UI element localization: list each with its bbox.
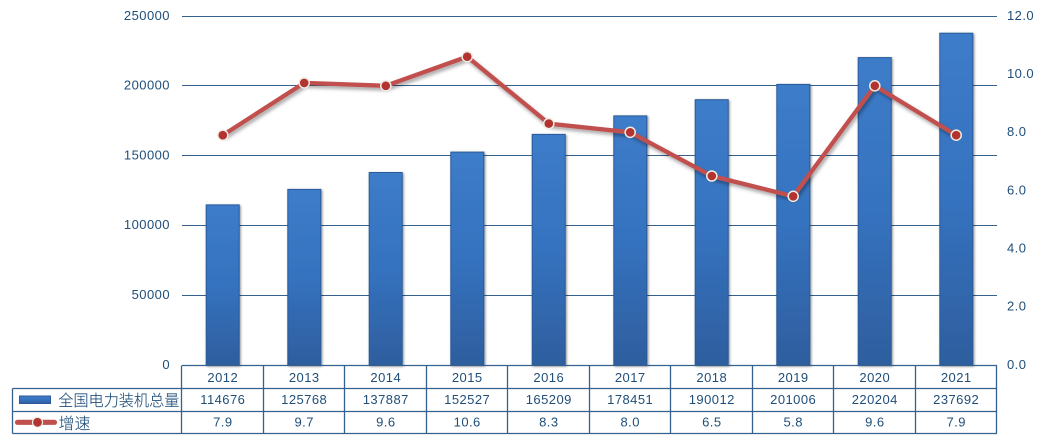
svg-text:2016: 2016	[533, 370, 564, 385]
svg-text:9.6: 9.6	[376, 414, 395, 429]
svg-text:5.8: 5.8	[783, 414, 802, 429]
svg-text:7.9: 7.9	[213, 414, 232, 429]
svg-text:190012: 190012	[689, 392, 735, 407]
svg-text:2012: 2012	[207, 370, 238, 385]
svg-text:4.0: 4.0	[1007, 241, 1026, 256]
svg-text:2013: 2013	[289, 370, 320, 385]
svg-text:201006: 201006	[770, 392, 816, 407]
svg-text:114676: 114676	[200, 392, 245, 407]
svg-text:9.6: 9.6	[865, 414, 884, 429]
svg-text:250000: 250000	[124, 8, 170, 23]
svg-text:178451: 178451	[607, 392, 653, 407]
svg-text:9.7: 9.7	[294, 414, 313, 429]
svg-text:0: 0	[162, 357, 170, 372]
svg-text:125768: 125768	[281, 392, 327, 407]
svg-text:2017: 2017	[615, 370, 646, 385]
svg-text:237692: 237692	[933, 392, 979, 407]
svg-text:152527: 152527	[444, 392, 490, 407]
svg-text:6.0: 6.0	[1007, 182, 1026, 197]
svg-text:100000: 100000	[124, 217, 170, 232]
svg-text:137887: 137887	[363, 392, 409, 407]
svg-text:2020: 2020	[859, 370, 890, 385]
svg-text:10.6: 10.6	[454, 414, 481, 429]
svg-text:8.0: 8.0	[1007, 124, 1026, 139]
svg-text:8.0: 8.0	[620, 414, 639, 429]
svg-text:165209: 165209	[526, 392, 572, 407]
svg-text:220204: 220204	[852, 392, 898, 407]
svg-text:10.0: 10.0	[1007, 66, 1034, 81]
svg-text:50000: 50000	[132, 287, 170, 302]
svg-text:0.0: 0.0	[1007, 357, 1026, 372]
svg-text:2014: 2014	[370, 370, 401, 385]
svg-text:200000: 200000	[124, 78, 170, 93]
svg-text:2018: 2018	[696, 370, 727, 385]
svg-text:150000: 150000	[124, 147, 170, 162]
svg-text:12.0: 12.0	[1007, 8, 1034, 23]
svg-text:2019: 2019	[778, 370, 809, 385]
svg-text:7.9: 7.9	[946, 414, 965, 429]
svg-text:2021: 2021	[941, 370, 972, 385]
svg-text:2.0: 2.0	[1007, 299, 1026, 314]
svg-text:6.5: 6.5	[702, 414, 721, 429]
svg-text:8.3: 8.3	[539, 414, 558, 429]
svg-text:2015: 2015	[452, 370, 483, 385]
